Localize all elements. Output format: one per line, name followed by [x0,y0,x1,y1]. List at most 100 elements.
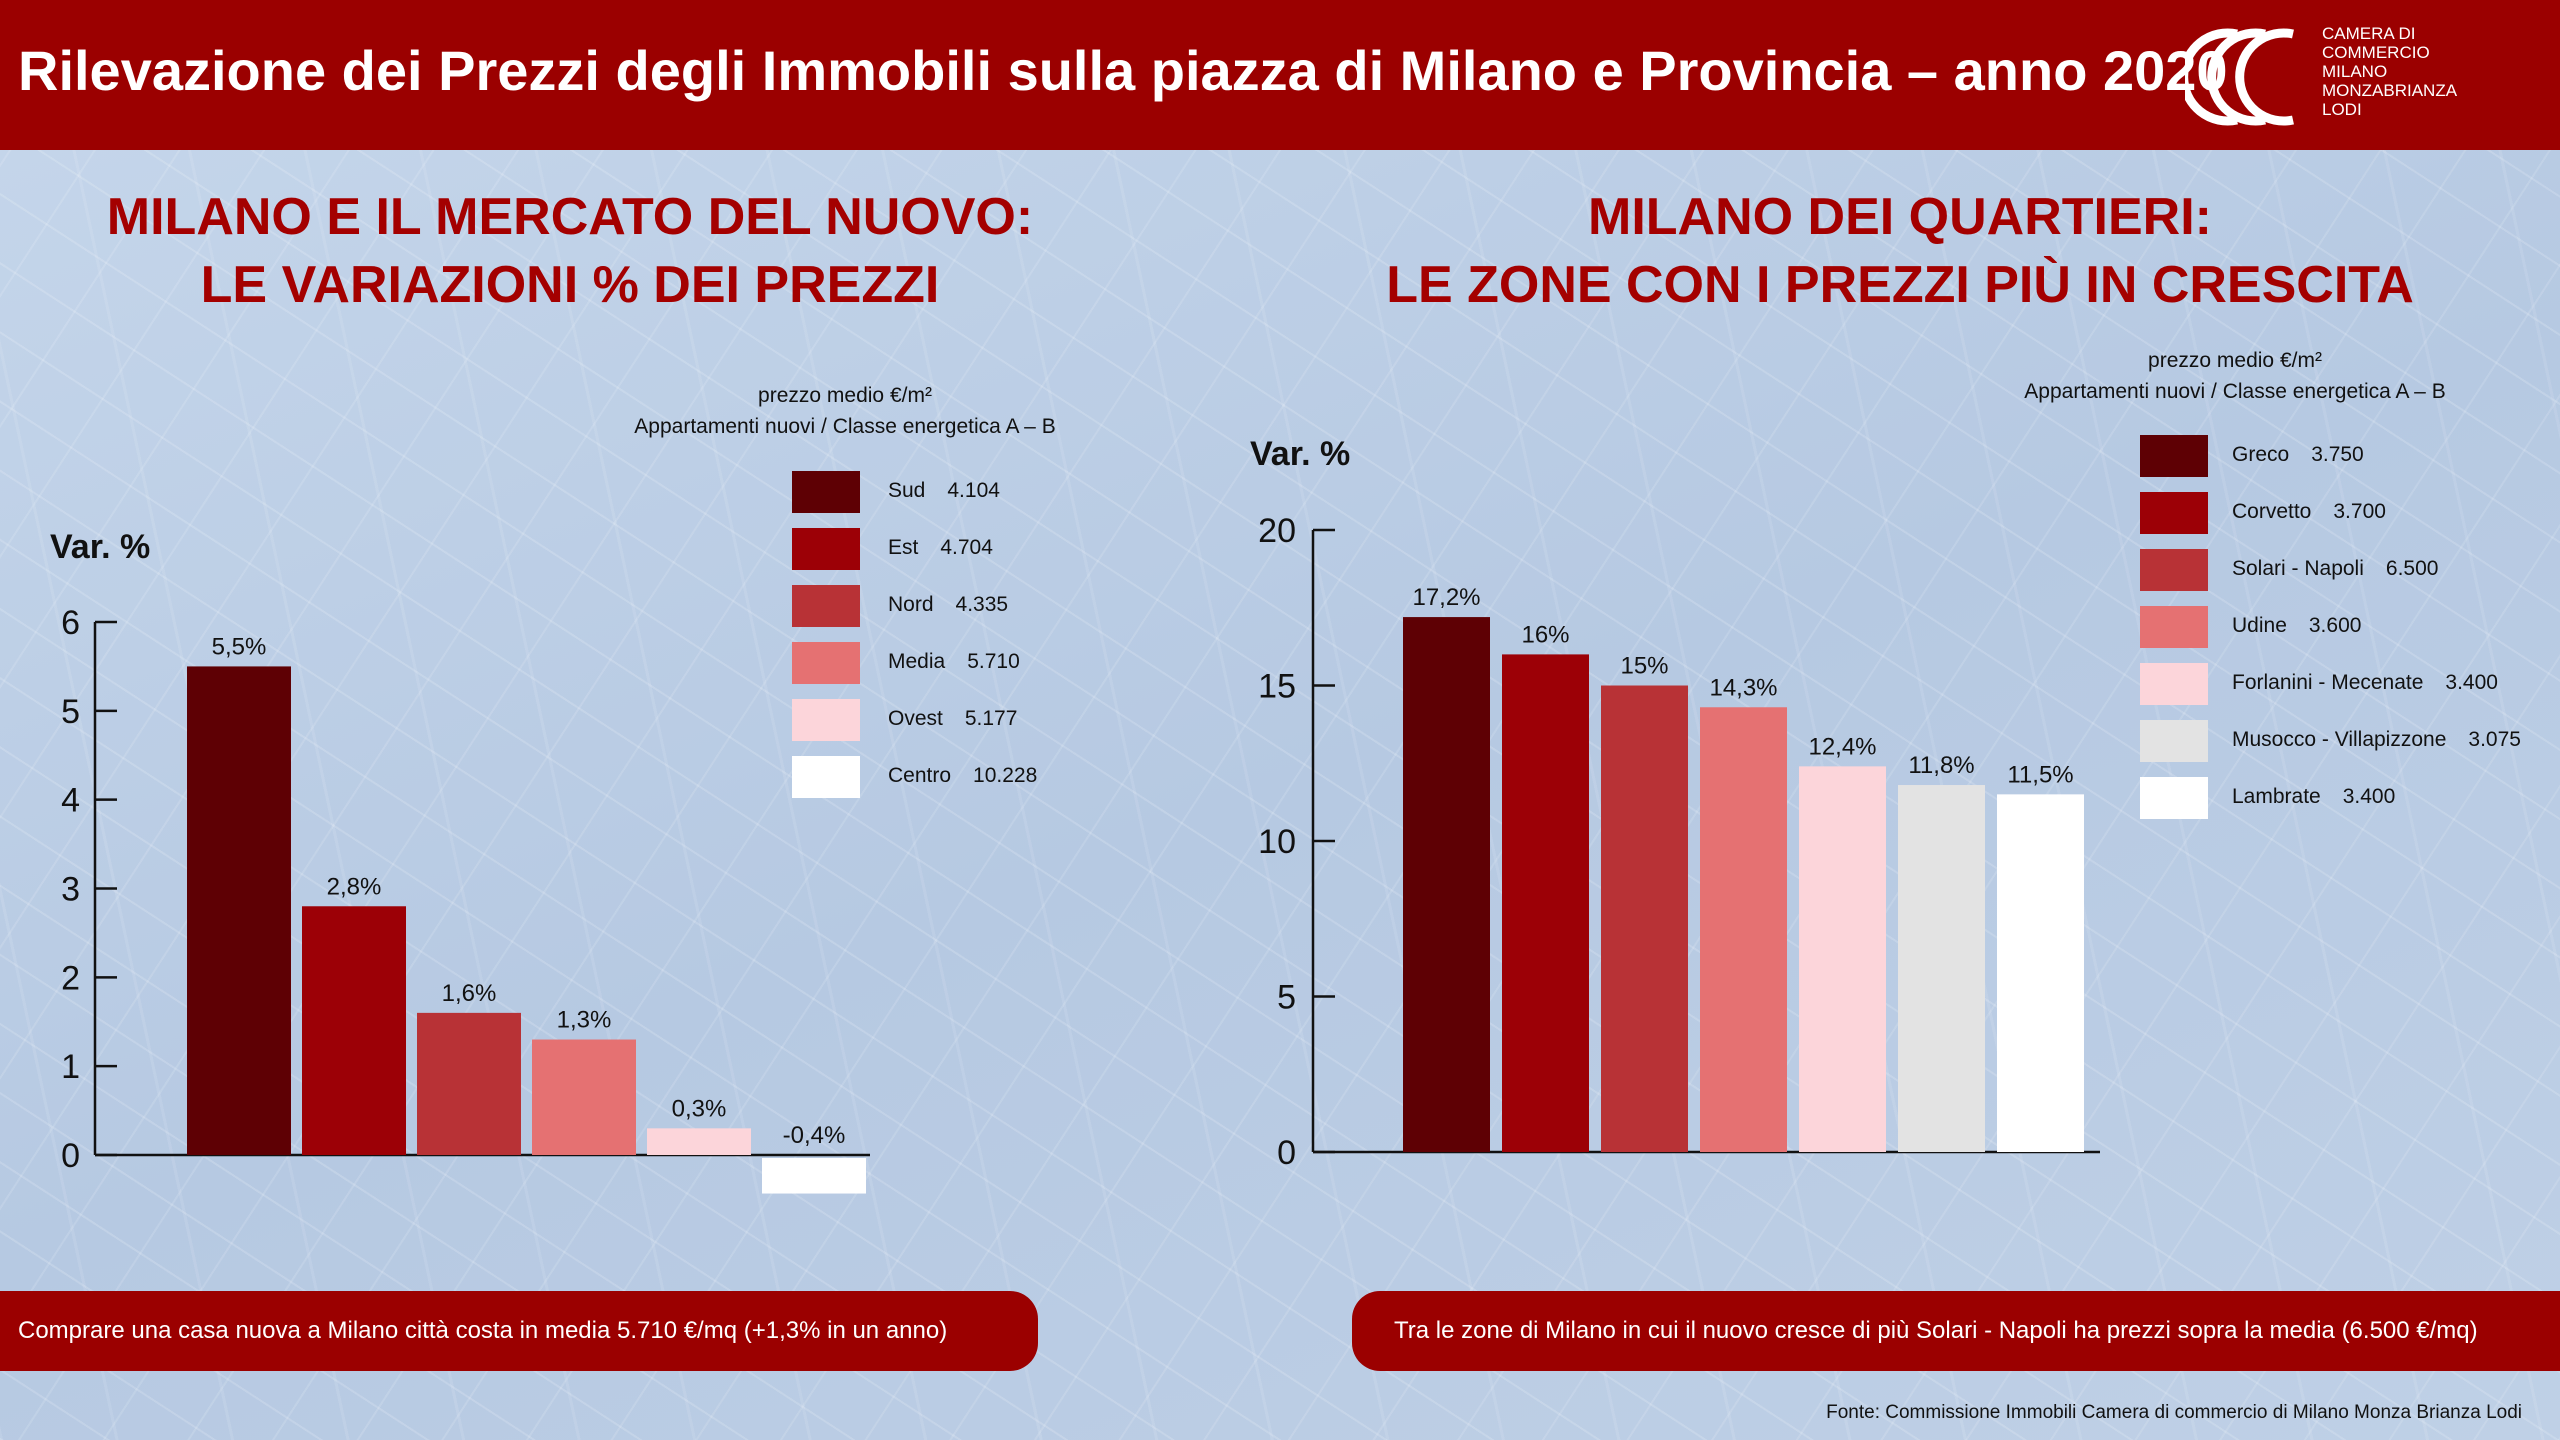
legend-label: Greco 3.750 [2232,443,2364,467]
map-background [0,150,2560,1440]
legend-name: Nord [888,593,934,616]
legend-label: Media 5.710 [888,650,1020,674]
legend-label: Est 4.704 [888,536,993,560]
legend-value: 3.075 [2468,728,2521,751]
bar [302,906,406,1155]
legend-label: Lambrate 3.400 [2232,785,2395,809]
legend-value: 3.750 [2311,443,2364,466]
legend-swatch [2140,435,2208,477]
bar-value-label: 1,6% [442,980,497,1007]
bar-value-label: 11,8% [1908,752,1974,779]
left-title-line1: MILANO E IL MERCATO DEL NUOVO: [106,188,1034,246]
y-tick-label: 5 [1277,979,1296,1017]
legend-value: 5.710 [967,650,1020,673]
bar [1502,654,1589,1152]
y-tick-label: 4 [61,782,80,820]
bar [1997,794,2084,1152]
y-tick-label: 20 [1258,512,1296,550]
bar [1403,617,1490,1152]
legend-name: Greco [2232,443,2290,466]
bar [532,1039,636,1155]
legend-value: 4.704 [940,536,993,559]
logo-text: CAMERA DI COMMERCIO MILANO MONZABRIANZA … [2322,24,2512,119]
logo-line: MILANO [2322,62,2388,81]
legend-value: 3.400 [2342,785,2396,808]
right-legend-header: prezzo medio €/m² Appartamenti nuovi / C… [1990,345,2480,407]
legend-name: Sud [888,479,926,502]
y-axis-title: Var. % [1250,435,1350,473]
bar [647,1128,751,1155]
left-legend-header: prezzo medio €/m² Appartamenti nuovi / C… [600,380,1090,442]
legend-label: Centro 10.228 [888,764,1037,788]
left-section-title: MILANO E IL MERCATO DEL NUOVO: LE VARIAZ… [100,183,1040,319]
bar [417,1012,521,1155]
bar [187,666,291,1155]
legend-name: Ovest [888,707,943,730]
bar-value-label: -0,4% [783,1122,846,1149]
y-tick-label: 0 [61,1137,80,1175]
bar-value-label: 5,5% [212,633,267,660]
bar-value-label: 16% [1521,621,1569,648]
right-title-line1: MILANO DEI QUARTIERI: [1588,188,2212,246]
left-legend-head2: Appartamenti nuovi / Classe energetica A… [634,415,1056,438]
legend-value: 6.500 [2385,557,2439,580]
y-tick-label: 1 [61,1048,80,1086]
legend-swatch [2140,663,2208,705]
legend-name: Forlanini - Mecenate [2232,671,2424,694]
bar [1898,785,1985,1152]
y-tick-label: 6 [61,604,80,642]
legend-swatch [792,642,860,684]
bar-value-label: 1,3% [557,1007,612,1034]
logo-line: COMMERCIO [2322,43,2430,62]
left-legend-head1: prezzo medio €/m² [758,384,932,407]
bar-value-label: 11,5% [2007,761,2073,788]
legend-label: Nord 4.335 [888,593,1008,617]
legend-name: Solari - Napoli [2232,557,2364,580]
bar [1700,707,1787,1152]
logo-line: MONZABRIANZA [2322,81,2458,100]
legend-swatch [792,585,860,627]
legend-swatch [792,471,860,513]
y-tick-label: 2 [61,959,80,997]
source-note: Fonte: Commissione Immobili Camera di co… [1826,1402,2522,1423]
legend-swatch [2140,492,2208,534]
legend-swatch [2140,606,2208,648]
legend-value: 5.177 [964,707,1018,730]
right-section-title: MILANO DEI QUARTIERI: LE ZONE CON I PREZ… [1380,183,2420,319]
y-axis-title: Var. % [50,528,150,566]
bar-value-label: 17,2% [1412,584,1480,611]
legend-name: Media [888,650,946,673]
legend-label: Corvetto 3.700 [2232,500,2386,524]
legend-name: Udine [2232,614,2287,637]
right-banner-text: Tra le zone di Milano in cui il nuovo cr… [1394,1317,2478,1344]
left-banner-text: Comprare una casa nuova a Milano città c… [18,1317,948,1344]
bar-value-label: 14,3% [1709,674,1777,701]
bar-value-label: 2,8% [327,873,382,900]
legend-name: Musocco - Villapizzone [2232,728,2447,751]
legend-label: Sud 4.104 [888,479,1000,503]
legend-name: Corvetto [2232,500,2312,523]
legend-swatch [2140,777,2208,819]
bar-value-label: 0,3% [672,1095,727,1122]
bar [1601,685,1688,1152]
legend-label: Solari - Napoli 6.500 [2232,557,2438,581]
legend-swatch [2140,720,2208,762]
bar-value-label: 12,4% [1808,733,1876,760]
bar [1799,766,1886,1152]
legend-name: Est [888,536,919,559]
right-info-banner: Tra le zone di Milano in cui il nuovo cr… [1352,1291,2560,1371]
right-title-line2: LE ZONE CON I PREZZI PIÙ IN CRESCITA [1386,256,2414,314]
legend-value: 3.400 [2445,671,2498,694]
legend-label: Ovest 5.177 [888,707,1017,731]
legend-swatch [792,528,860,570]
legend-name: Centro [888,764,952,787]
y-tick-label: 10 [1258,823,1296,861]
header-bar: Rilevazione dei Prezzi degli Immobili su… [0,0,2560,150]
left-info-banner: Comprare una casa nuova a Milano città c… [0,1291,1038,1371]
logo-line: LODI [2322,100,2362,119]
y-tick-label: 15 [1258,668,1296,706]
page-title: Rilevazione dei Prezzi degli Immobili su… [18,39,2228,102]
legend-value: 10.228 [973,764,1038,787]
legend-swatch [792,756,860,798]
bar-value-label: 15% [1620,653,1668,680]
